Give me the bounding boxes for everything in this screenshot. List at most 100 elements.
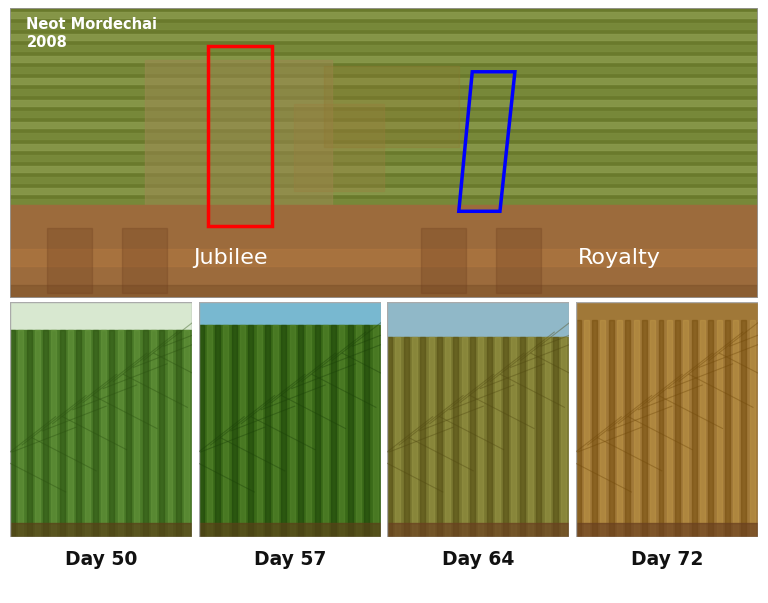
Bar bbox=[10, 122, 758, 128]
Text: Day 57: Day 57 bbox=[253, 551, 326, 569]
Bar bbox=[675, 320, 680, 537]
Bar bbox=[733, 320, 738, 537]
Bar bbox=[198, 302, 381, 325]
Bar bbox=[684, 320, 688, 537]
Bar bbox=[396, 336, 400, 537]
Bar bbox=[10, 34, 758, 40]
Bar bbox=[503, 336, 508, 537]
Bar bbox=[520, 336, 525, 537]
Bar bbox=[10, 249, 758, 266]
Bar bbox=[453, 336, 458, 537]
Bar bbox=[93, 330, 98, 537]
Bar bbox=[422, 227, 466, 292]
Bar bbox=[257, 325, 262, 537]
Bar bbox=[126, 330, 131, 537]
Bar bbox=[306, 325, 311, 537]
Bar bbox=[43, 330, 48, 537]
Bar bbox=[10, 523, 192, 537]
Bar bbox=[76, 330, 81, 537]
Bar bbox=[294, 104, 384, 191]
Bar bbox=[692, 320, 697, 537]
Text: Royalty: Royalty bbox=[578, 248, 661, 268]
Bar bbox=[625, 320, 631, 537]
Bar bbox=[10, 56, 758, 62]
Bar bbox=[495, 336, 500, 537]
Bar bbox=[208, 46, 272, 226]
Bar bbox=[750, 320, 755, 537]
Bar bbox=[576, 523, 758, 537]
Bar bbox=[10, 166, 758, 172]
Bar bbox=[10, 23, 758, 29]
Bar bbox=[10, 45, 758, 51]
Bar bbox=[122, 227, 167, 292]
Bar bbox=[35, 330, 40, 537]
Bar bbox=[143, 330, 147, 537]
Bar bbox=[528, 336, 533, 537]
Bar bbox=[167, 330, 173, 537]
Bar bbox=[10, 330, 192, 537]
Bar bbox=[134, 330, 139, 537]
Bar bbox=[700, 320, 705, 537]
Bar bbox=[609, 320, 614, 537]
Bar bbox=[553, 336, 558, 537]
Bar bbox=[48, 227, 92, 292]
Bar bbox=[10, 89, 758, 95]
Bar bbox=[18, 330, 23, 537]
Bar bbox=[215, 325, 220, 537]
Bar bbox=[462, 336, 467, 537]
Bar bbox=[101, 330, 106, 537]
Bar bbox=[265, 325, 270, 537]
Bar bbox=[592, 320, 598, 537]
Bar bbox=[10, 206, 758, 298]
Bar bbox=[545, 336, 550, 537]
Bar bbox=[658, 320, 664, 537]
Bar bbox=[387, 302, 569, 336]
Bar bbox=[511, 336, 516, 537]
Bar bbox=[717, 320, 721, 537]
Bar bbox=[561, 336, 566, 537]
Bar bbox=[10, 78, 758, 84]
Bar bbox=[207, 325, 212, 537]
Bar bbox=[445, 336, 450, 537]
Bar bbox=[223, 325, 228, 537]
Bar bbox=[387, 523, 569, 537]
Bar bbox=[10, 11, 758, 17]
Bar bbox=[10, 188, 758, 194]
Bar bbox=[198, 325, 204, 537]
Bar bbox=[27, 330, 31, 537]
Bar bbox=[10, 330, 15, 537]
Bar bbox=[741, 320, 746, 537]
Bar bbox=[584, 320, 589, 537]
Text: Jubilee: Jubilee bbox=[194, 248, 268, 268]
Bar bbox=[159, 330, 164, 537]
Bar bbox=[273, 325, 278, 537]
Bar bbox=[10, 302, 192, 330]
Bar bbox=[331, 325, 336, 537]
Bar bbox=[536, 336, 541, 537]
Bar bbox=[404, 336, 409, 537]
Bar bbox=[10, 144, 758, 150]
Bar bbox=[642, 320, 647, 537]
Text: Day 64: Day 64 bbox=[442, 551, 515, 569]
Bar bbox=[84, 330, 90, 537]
Bar bbox=[576, 320, 581, 537]
Bar bbox=[387, 336, 392, 537]
Bar bbox=[232, 325, 237, 537]
Bar bbox=[339, 325, 344, 537]
Bar bbox=[667, 320, 672, 537]
Bar bbox=[10, 67, 758, 73]
Bar bbox=[617, 320, 622, 537]
Bar bbox=[324, 66, 458, 147]
Bar bbox=[429, 336, 433, 537]
Bar bbox=[10, 8, 758, 206]
Bar bbox=[10, 285, 758, 298]
Bar bbox=[151, 330, 156, 537]
Bar bbox=[248, 325, 253, 537]
Bar bbox=[437, 336, 442, 537]
Bar bbox=[60, 330, 65, 537]
Bar bbox=[198, 523, 381, 537]
Bar bbox=[634, 320, 639, 537]
Bar bbox=[10, 200, 758, 206]
Bar bbox=[601, 320, 605, 537]
Bar bbox=[412, 336, 417, 537]
